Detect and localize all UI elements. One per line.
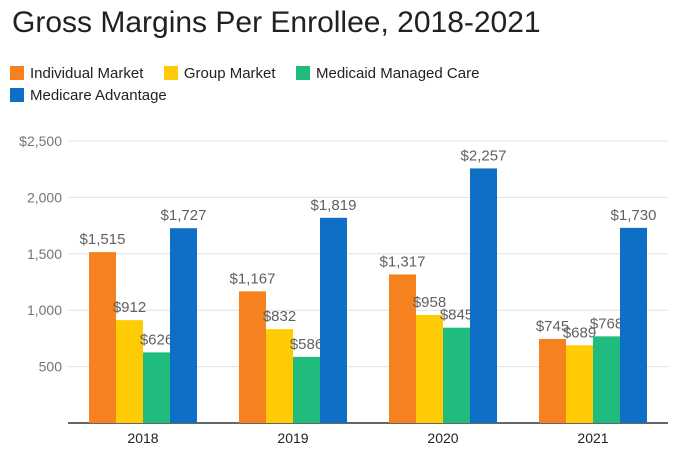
data-label-medicaid-managed-care-2019: $586 bbox=[290, 336, 323, 353]
legend-label-medicaid-managed-care: Medicaid Managed Care bbox=[316, 64, 480, 82]
bar-group-market-2021 bbox=[566, 345, 593, 423]
bar-group-market-2018 bbox=[116, 320, 143, 423]
bar-medicaid-managed-care-2021 bbox=[593, 336, 620, 423]
data-label-group-market-2021: $689 bbox=[563, 324, 596, 341]
legend-swatch-medicaid-managed-care bbox=[296, 66, 310, 80]
chart-title: Gross Margins Per Enrollee, 2018-2021 bbox=[12, 6, 541, 39]
data-label-individual-market-2019: $1,167 bbox=[230, 270, 276, 287]
legend-item-medicare-advantage: Medicare Advantage bbox=[10, 84, 167, 106]
legend-swatch-group-market bbox=[163, 66, 178, 80]
y-tick-label-500: 500 bbox=[39, 359, 63, 375]
legend-label-medicare-advantage: Medicare Advantage bbox=[30, 86, 167, 104]
data-label-medicaid-managed-care-2021: $768 bbox=[590, 315, 623, 332]
data-label-medicare-advantage-2019: $1,819 bbox=[311, 197, 357, 214]
data-label-medicare-advantage-2020: $2,257 bbox=[461, 147, 507, 164]
y-tick-label-1500: 1,500 bbox=[27, 246, 62, 262]
x-tick-label-2020: 2020 bbox=[427, 430, 458, 446]
legend-label-group-market: Group Market bbox=[183, 64, 276, 82]
data-label-group-market-2020: $958 bbox=[413, 294, 446, 311]
x-tick-label-2021: 2021 bbox=[577, 430, 608, 446]
data-label-group-market-2019: $832 bbox=[263, 308, 296, 325]
y-tick-label-1000: 1,000 bbox=[27, 302, 62, 318]
legend-item-group-market: Group Market bbox=[163, 62, 276, 84]
bar-group-market-2019 bbox=[266, 329, 293, 423]
bar-medicaid-managed-care-2020 bbox=[443, 327, 470, 423]
data-label-individual-market-2020: $1,317 bbox=[380, 253, 426, 270]
data-label-group-market-2018: $912 bbox=[113, 299, 146, 316]
bar-medicare-advantage-2020 bbox=[470, 168, 497, 423]
bar-individual-market-2020 bbox=[389, 274, 416, 423]
bar-medicare-advantage-2021 bbox=[620, 227, 647, 423]
legend-swatch-medicare-advantage bbox=[10, 88, 24, 102]
legend-swatch-individual-market bbox=[10, 66, 24, 80]
data-label-individual-market-2021: $745 bbox=[536, 318, 569, 335]
bar-medicare-advantage-2019 bbox=[320, 217, 347, 423]
data-label-medicaid-managed-care-2018: $626 bbox=[140, 331, 173, 348]
bar-group-market-2020 bbox=[416, 314, 443, 423]
data-label-medicare-advantage-2018: $1,727 bbox=[161, 207, 207, 224]
y-tick-label-2500: $2,500 bbox=[19, 133, 62, 149]
bar-individual-market-2018 bbox=[89, 252, 116, 423]
y-tick-label-2000: 2,000 bbox=[27, 189, 62, 205]
data-label-medicare-advantage-2021: $1,730 bbox=[611, 207, 657, 224]
bar-medicare-advantage-2018 bbox=[170, 228, 197, 423]
data-label-individual-market-2018: $1,515 bbox=[80, 231, 126, 248]
bar-medicaid-managed-care-2018 bbox=[143, 352, 170, 423]
bar-medicaid-managed-care-2019 bbox=[293, 356, 320, 423]
legend: Individual Market Group Market Medicaid … bbox=[10, 62, 570, 106]
bar-individual-market-2021 bbox=[539, 338, 566, 423]
x-tick-label-2018: 2018 bbox=[127, 430, 158, 446]
bar-individual-market-2019 bbox=[239, 291, 266, 423]
legend-item-individual-market: Individual Market bbox=[10, 62, 143, 84]
legend-item-medicaid-managed-care: Medicaid Managed Care bbox=[296, 62, 479, 84]
x-tick-label-2019: 2019 bbox=[277, 430, 308, 446]
legend-label-individual-market: Individual Market bbox=[30, 64, 144, 82]
data-label-medicaid-managed-care-2020: $845 bbox=[440, 307, 473, 324]
